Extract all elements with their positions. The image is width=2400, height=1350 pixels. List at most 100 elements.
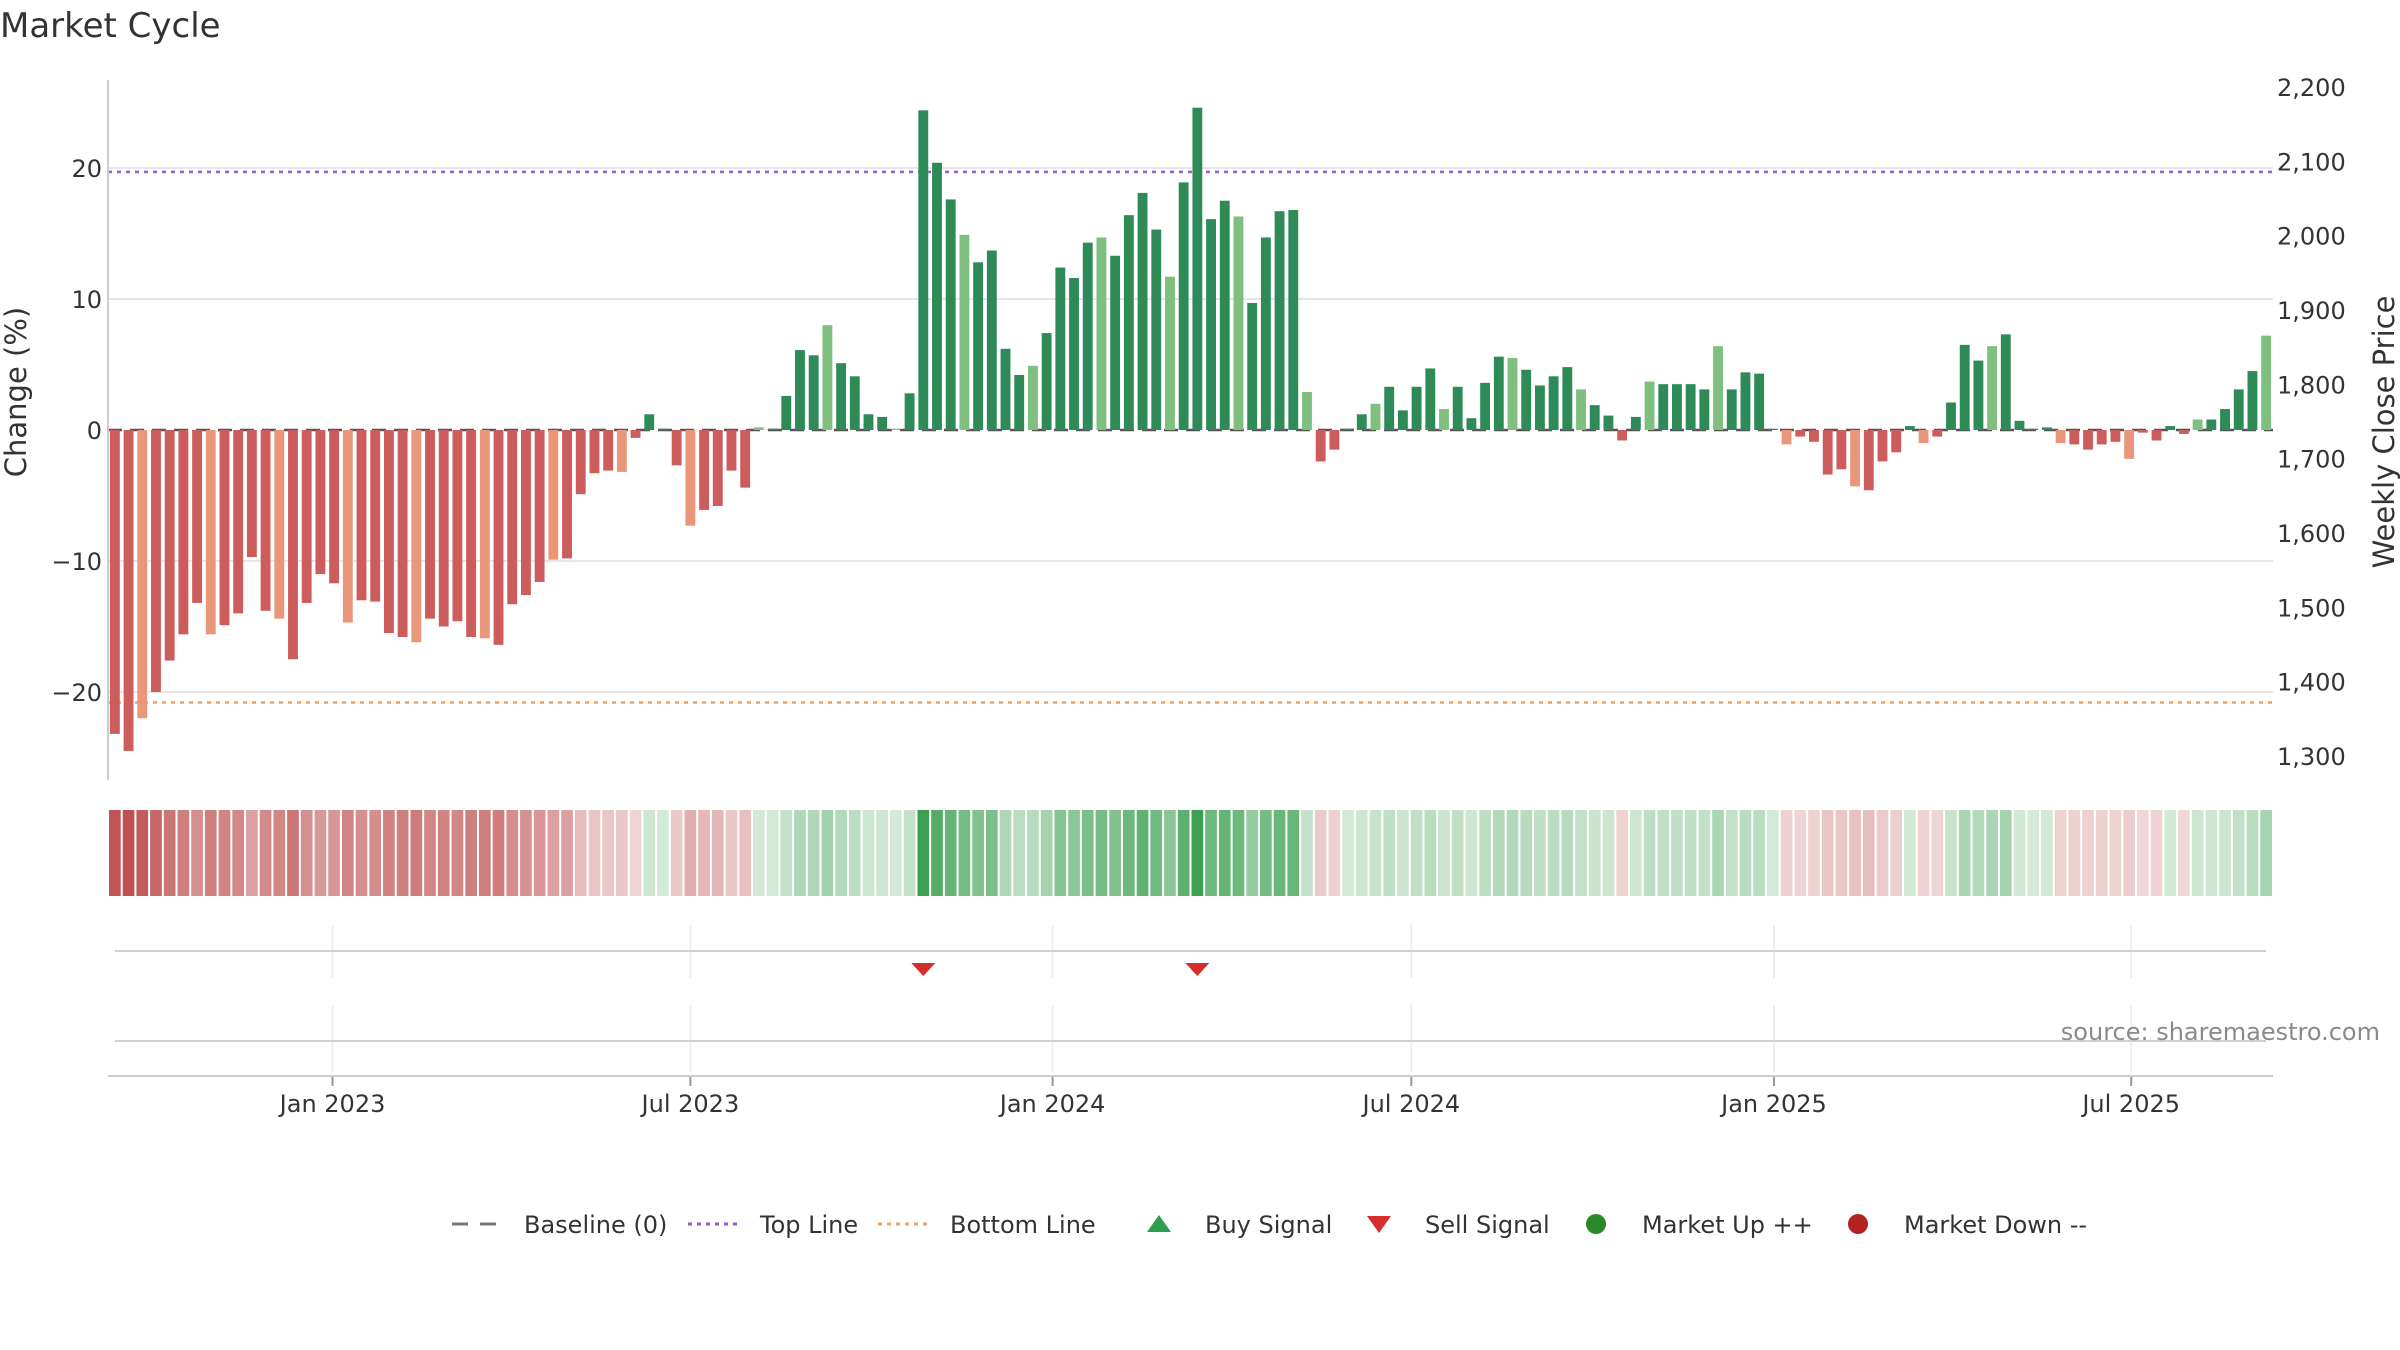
- bar: [123, 430, 134, 751]
- strip-cell: [218, 810, 231, 896]
- bar: [1726, 389, 1737, 430]
- bar: [2069, 430, 2080, 445]
- bar: [1562, 367, 1573, 430]
- x-tick-label: Jul 2025: [2080, 1090, 2180, 1118]
- strip-cell: [451, 810, 464, 896]
- strip-cell: [2082, 810, 2094, 896]
- axes-layer: 20 10 0 −10 −20 2,200 2,100 2,000 1,900 1,800 1,70…: [51, 74, 2345, 1118]
- strip-cell: [657, 810, 669, 896]
- strip-cell: [999, 810, 1012, 896]
- strip-cell: [1739, 810, 1752, 896]
- strip-cell: [506, 810, 519, 896]
- bar: [1713, 346, 1723, 430]
- strip-cell: [396, 810, 409, 896]
- strip-cell: [1273, 810, 1286, 896]
- y2-tick-label: 1,300: [2277, 743, 2346, 771]
- bar: [1781, 430, 1792, 445]
- bar: [1397, 410, 1408, 430]
- bar: [1123, 215, 1134, 430]
- bar: [1959, 344, 1970, 430]
- strip-cell: [1547, 810, 1560, 896]
- bar: [2110, 430, 2121, 442]
- bar: [1014, 374, 1025, 430]
- bar: [520, 430, 531, 596]
- strip-cell: [1986, 810, 1998, 896]
- strip-cell: [492, 810, 505, 896]
- bar: [699, 430, 709, 510]
- strip-cell: [1369, 810, 1382, 896]
- strip-cell: [191, 810, 203, 896]
- strip-cell: [2054, 810, 2067, 896]
- strip-cell: [766, 810, 779, 896]
- bar: [603, 430, 614, 471]
- bar: [1466, 418, 1477, 430]
- bar: [2179, 430, 2189, 434]
- strip-cell: [2041, 810, 2053, 896]
- strip-cell: [944, 810, 957, 896]
- legend-swatch: [1586, 1214, 1606, 1234]
- strip-cell: [2246, 810, 2259, 896]
- bar: [1603, 415, 1614, 430]
- bar: [822, 325, 833, 430]
- bar: [1151, 229, 1162, 430]
- strip-cell: [1438, 810, 1450, 896]
- bar: [1356, 414, 1367, 430]
- bar: [753, 427, 764, 430]
- strip-cell: [958, 810, 971, 896]
- bar: [192, 430, 202, 603]
- bar: [246, 430, 257, 558]
- y2-tick-label: 2,100: [2277, 148, 2346, 176]
- strip-cell: [273, 810, 286, 896]
- strip-cell: [259, 810, 272, 896]
- strip-cell: [1684, 810, 1697, 896]
- strip-cell: [369, 810, 382, 896]
- strip-cell: [1588, 810, 1601, 896]
- bar: [2165, 426, 2176, 430]
- bar: [904, 393, 915, 430]
- bar: [329, 430, 340, 584]
- strip-cell: [1054, 810, 1067, 896]
- strip-cell: [355, 810, 368, 896]
- strip-cell: [1890, 810, 1903, 896]
- y2-tick-label: 1,800: [2277, 371, 2346, 399]
- strip-cell: [1068, 810, 1080, 896]
- legend-swatch: [1848, 1214, 1868, 1234]
- y2-tick-label: 1,400: [2277, 669, 2346, 697]
- strip-cell: [1451, 810, 1464, 896]
- y2-tick-label: 1,600: [2277, 520, 2346, 548]
- strip-cell: [1958, 810, 1971, 896]
- strip-cell: [246, 810, 258, 896]
- bar: [2124, 430, 2135, 459]
- bar: [1439, 409, 1449, 430]
- bar: [1425, 368, 1436, 430]
- bar: [178, 430, 189, 635]
- bar: [1932, 430, 1943, 437]
- strip-cell: [917, 810, 930, 896]
- strip-cell: [848, 810, 861, 896]
- strip-cell: [1643, 810, 1656, 896]
- strip-cell: [177, 810, 190, 896]
- strip-cell: [547, 810, 560, 896]
- bar: [1329, 430, 1340, 450]
- x-tick-label: Jul 2023: [640, 1090, 740, 1118]
- bar: [740, 430, 751, 488]
- strip-cell: [739, 810, 752, 896]
- legend-label: Top Line: [759, 1211, 858, 1239]
- strip-cell: [1040, 810, 1053, 896]
- y2-tick-label: 2,200: [2277, 74, 2346, 102]
- bar: [945, 199, 956, 430]
- strip-cell: [753, 810, 765, 896]
- bar: [1740, 372, 1751, 430]
- heat-strip: [109, 810, 2272, 896]
- bar: [685, 430, 696, 526]
- strip-cell: [1287, 810, 1300, 896]
- strip-cell: [1479, 810, 1491, 896]
- strip-cell: [1712, 810, 1724, 896]
- strip-cell: [1616, 810, 1628, 896]
- bar: [2151, 430, 2162, 441]
- strip-cell: [1136, 810, 1149, 896]
- strip-cell: [1246, 810, 1259, 896]
- strip-cell: [725, 810, 738, 896]
- bar: [2000, 334, 2011, 430]
- strip-cell: [300, 810, 313, 896]
